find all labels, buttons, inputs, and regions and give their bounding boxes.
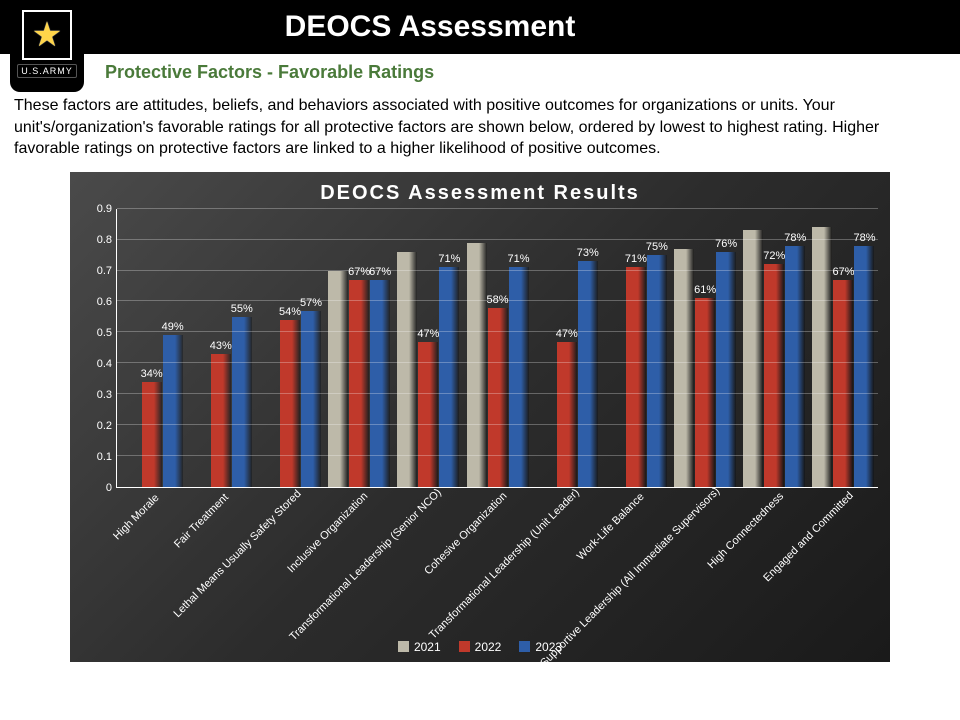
bar-value-label: 55% xyxy=(231,303,253,315)
legend-swatch xyxy=(519,641,530,652)
army-logo: ★ U.S.ARMY xyxy=(10,4,84,92)
bar-value-label: 73% xyxy=(577,247,599,259)
bar-value-label: 61% xyxy=(694,284,716,296)
grid-line xyxy=(117,270,878,271)
grid-line xyxy=(117,393,878,394)
grid-line xyxy=(117,331,878,332)
grid-line xyxy=(117,455,878,456)
chart-plot-area: 00.10.20.30.40.50.60.70.80.9 34%49%43%55… xyxy=(82,209,878,488)
page-title: DEOCS Assessment xyxy=(0,10,860,44)
bar-value-label: 67% xyxy=(369,266,391,278)
chart-legend: 202120222023 xyxy=(82,638,878,656)
bar-group: 34%49% xyxy=(117,209,186,487)
y-tick: 0.2 xyxy=(97,420,112,432)
y-tick: 0.9 xyxy=(97,203,112,215)
y-tick: 0.1 xyxy=(97,451,112,463)
bar: 73% xyxy=(578,261,598,486)
bar-group: 61%76% xyxy=(671,209,740,487)
chart-x-labels: High MoraleFair TreatmentLethal Means Us… xyxy=(116,488,878,638)
bar-value-label: 67% xyxy=(348,266,370,278)
chart-plot: 34%49%43%55%54%57%67%67%47%71%58%71%47%7… xyxy=(116,209,878,488)
bar-value-label: 71% xyxy=(508,253,530,265)
bar: 47% xyxy=(557,342,577,487)
grid-line xyxy=(117,362,878,363)
legend-swatch xyxy=(459,641,470,652)
bar-value-label: 34% xyxy=(141,368,163,380)
legend-label: 2022 xyxy=(475,640,502,654)
grid-line xyxy=(117,424,878,425)
bar xyxy=(812,227,832,486)
y-tick: 0.4 xyxy=(97,358,112,370)
bar-value-label: 43% xyxy=(210,340,232,352)
bar xyxy=(467,243,487,487)
bar-value-label: 75% xyxy=(646,241,668,253)
bar: 75% xyxy=(647,255,667,487)
bar-value-label: 57% xyxy=(300,297,322,309)
bar: 34% xyxy=(142,382,162,487)
x-label-cell: Engaged and Committed xyxy=(809,488,878,638)
legend-swatch xyxy=(398,641,409,652)
star-icon: ★ xyxy=(32,18,62,52)
bar-value-label: 71% xyxy=(625,253,647,265)
bar: 78% xyxy=(785,246,805,487)
chart-container: DEOCS Assessment Results 0 0.1 0.2 0.3 0.4 0.… xyxy=(70,172,890,662)
y-tick: 0.3 xyxy=(97,389,112,401)
grid-line xyxy=(117,208,878,209)
grid-line xyxy=(117,300,878,301)
bar: 58% xyxy=(488,308,508,487)
bar xyxy=(674,249,694,487)
x-label: High Morale xyxy=(111,492,161,542)
bar-group: 47%73% xyxy=(532,209,601,487)
bar-value-label: 72% xyxy=(763,250,785,262)
chart-title: DEOCS Assessment Results xyxy=(82,182,878,205)
chart-y-axis: 00.10.20.30.40.50.60.70.80.9 xyxy=(82,209,116,488)
subtitle: Protective Factors - Favorable Ratings xyxy=(105,62,434,82)
y-tick: 0.5 xyxy=(97,327,112,339)
bar: 55% xyxy=(232,317,252,487)
bar-group: 72%78% xyxy=(740,209,809,487)
subtitle-row: Protective Factors - Favorable Ratings xyxy=(0,54,960,87)
bar: 49% xyxy=(163,335,183,486)
bar-value-label: 71% xyxy=(438,253,460,265)
bar-group: 67%67% xyxy=(325,209,394,487)
legend-label: 2021 xyxy=(414,640,441,654)
bar-group: 71%75% xyxy=(601,209,670,487)
y-tick: 0.7 xyxy=(97,265,112,277)
description-text: These factors are attitudes, beliefs, an… xyxy=(0,87,960,166)
bar xyxy=(397,252,417,487)
bar-value-label: 67% xyxy=(832,266,854,278)
y-tick: 0.8 xyxy=(97,234,112,246)
army-star-badge: ★ xyxy=(22,10,72,60)
y-tick: 0 xyxy=(106,482,112,494)
chart-bars: 34%49%43%55%54%57%67%67%47%71%58%71%47%7… xyxy=(117,209,878,487)
bar: 72% xyxy=(764,264,784,486)
bar-group: 43%55% xyxy=(186,209,255,487)
legend-item: 2021 xyxy=(398,640,441,654)
army-logo-text: U.S.ARMY xyxy=(17,64,77,78)
header-bar: DEOCS Assessment xyxy=(0,0,960,54)
bar: 43% xyxy=(211,354,231,487)
grid-line xyxy=(117,239,878,240)
bar: 57% xyxy=(301,311,321,487)
bar-group: 67%78% xyxy=(809,209,878,487)
bar: 76% xyxy=(716,252,736,487)
legend-item: 2022 xyxy=(459,640,502,654)
bar-group: 54%57% xyxy=(255,209,324,487)
bar-value-label: 54% xyxy=(279,306,301,318)
bar-group: 58% 71% xyxy=(463,209,532,487)
bar: 78% xyxy=(854,246,874,487)
bar-value-label: 76% xyxy=(715,238,737,250)
bar-group: 47% 71% xyxy=(394,209,463,487)
bar: 54% xyxy=(280,320,300,487)
bar: 47% xyxy=(418,342,438,487)
y-tick: 0.6 xyxy=(97,296,112,308)
bar-value-label: 47% xyxy=(417,328,439,340)
bar-value-label: 47% xyxy=(556,328,578,340)
